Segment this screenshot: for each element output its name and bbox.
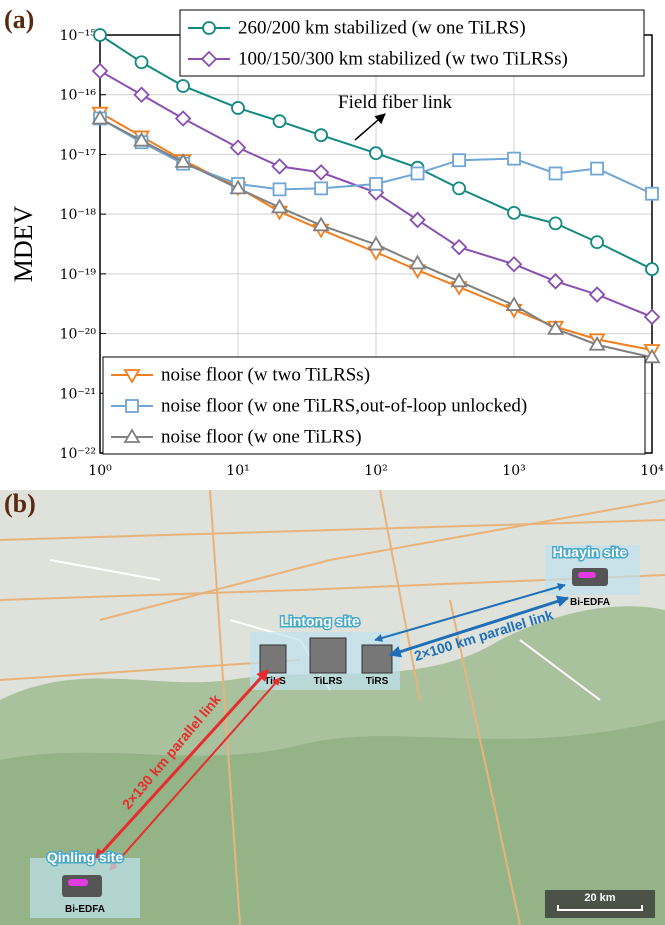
data-point [94,29,106,41]
data-point [508,153,520,165]
data-point [453,182,465,194]
legend-label: noise floor (w one TiLRS) [161,426,362,447]
data-point [591,163,603,175]
legend-label: noise floor (w one TiLRS,out-of-loop unl… [161,395,527,416]
site-label: Lintong site [280,613,360,629]
panel-label: (b) [4,489,36,518]
scale-bar-label: 20 km [584,892,615,904]
y-tick-label: 10⁻¹⁶ [60,88,97,104]
device-label: Bi-EDFA [65,904,105,915]
y-tick-label: 10⁻¹⁵ [60,28,97,44]
y-axis-label: MDEV [9,206,38,283]
data-point [315,182,327,194]
data-point [453,154,465,166]
x-tick-label: 10⁰ [88,463,112,479]
x-tick-label: 10¹ [226,463,249,479]
device-label: TiLS [264,676,286,687]
device-label: TiRS [366,676,389,687]
x-tick-label: 10³ [502,463,525,479]
site-label: Qinling site [47,849,123,865]
data-point [550,167,562,179]
device-icon [260,645,286,673]
data-point [274,183,286,195]
legend-marker [126,400,138,412]
annotation: Field fiber link [338,92,452,113]
chart: 10⁻²² 10⁻²¹ 10⁻²⁰ 10⁻¹⁹ 10⁻¹⁸ 10⁻¹⁷ 10⁻¹⁶ 10⁻¹⁵… [9,10,664,521]
x-tick-label: 10⁴ [640,463,664,479]
device-icon [68,879,88,886]
data-point [370,147,382,159]
figure: (a) 10⁻²²10⁻²¹10⁻²⁰10⁻¹⁹10⁻¹⁸10⁻¹⁷10⁻¹⁶1… [0,0,665,925]
legend-label: 100/150/300 km stabilized (w two TiLRSs) [238,48,568,69]
y-tick-label: 10⁻²² [60,446,96,462]
y-tick-label: 10⁻¹⁹ [60,267,97,283]
data-point [550,217,562,229]
data-point [370,178,382,190]
site-label: Huayin site [553,544,628,560]
map: (b) Huayin site Bi-EDFA Lintong site TiL… [0,489,665,925]
device-label: TiLRS [314,676,343,687]
data-point [136,56,148,68]
data-point [591,236,603,248]
legend-marker [203,22,215,34]
data-point [646,188,658,200]
data-point [646,263,658,275]
data-point [177,80,189,92]
device-label: Bi-EDFA [570,597,610,608]
y-tick-label: 10⁻¹⁷ [60,147,97,163]
x-tick-label: 10² [364,463,387,479]
y-tick-label: 10⁻²⁰ [60,327,97,343]
data-point [232,102,244,114]
y-tick-label: 10⁻²¹ [60,386,96,402]
device-icon [310,638,346,673]
device-icon [578,572,596,578]
data-point [508,207,520,219]
y-tick-label: 10⁻¹⁸ [60,207,97,223]
panel-label: (a) [4,5,34,34]
data-point [315,129,327,141]
data-point [412,167,424,179]
device-icon [362,645,392,673]
legend-label: 260/200 km stabilized (w one TiLRS) [238,17,526,38]
data-point [274,115,286,127]
legend-label: noise floor (w two TiLRSs) [161,364,370,385]
